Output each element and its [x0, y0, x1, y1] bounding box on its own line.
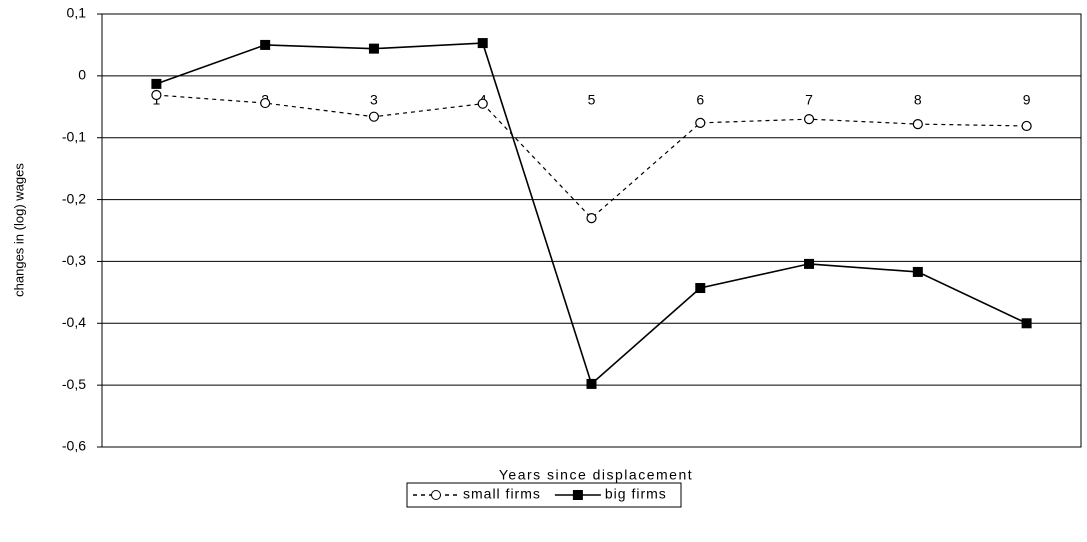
- x-tick-label: 7: [805, 92, 813, 108]
- x-tick-label: 6: [696, 92, 704, 108]
- plot-border: [101, 13, 1082, 448]
- point: [260, 97, 271, 109]
- point: [803, 114, 815, 125]
- point: [151, 89, 162, 101]
- point: [912, 266, 923, 277]
- x-tick-label: 3: [370, 92, 378, 108]
- point: [368, 43, 379, 54]
- point: [151, 78, 162, 89]
- x-axis-title: Years since displacement: [499, 467, 693, 483]
- y-tick-label: -0,6: [62, 438, 86, 454]
- y-tick-label: -0,4: [62, 314, 86, 330]
- point: [804, 258, 815, 269]
- point: [1021, 318, 1032, 329]
- y-tick-label: -0,2: [62, 190, 86, 206]
- point: [912, 119, 923, 130]
- y-axis-title: changes in (log) wages: [11, 163, 26, 297]
- x-tick-label: 8: [914, 92, 922, 108]
- point: [586, 213, 597, 224]
- legend-marker: [431, 490, 441, 500]
- point: [695, 117, 706, 128]
- y-tick-label: -0,5: [62, 376, 86, 392]
- y-tick-label: 0: [78, 67, 86, 83]
- point: [477, 98, 488, 109]
- series-line: [156, 94, 1027, 219]
- point: [260, 39, 271, 50]
- y-tick-label: -0,3: [62, 252, 86, 268]
- point: [586, 378, 597, 389]
- legend-label: small firms: [463, 486, 541, 502]
- point: [368, 111, 380, 122]
- x-tick-label: 5: [588, 92, 596, 108]
- legend-marker: [572, 490, 583, 500]
- x-tick-label: 9: [1023, 92, 1031, 108]
- y-tick-label: 0,1: [67, 5, 87, 21]
- legend-box: [406, 482, 682, 508]
- y-tick-label: -0,1: [62, 128, 86, 144]
- point: [695, 283, 706, 294]
- legend-label: big firms: [605, 486, 667, 502]
- point: [477, 38, 488, 49]
- point: [1021, 120, 1032, 132]
